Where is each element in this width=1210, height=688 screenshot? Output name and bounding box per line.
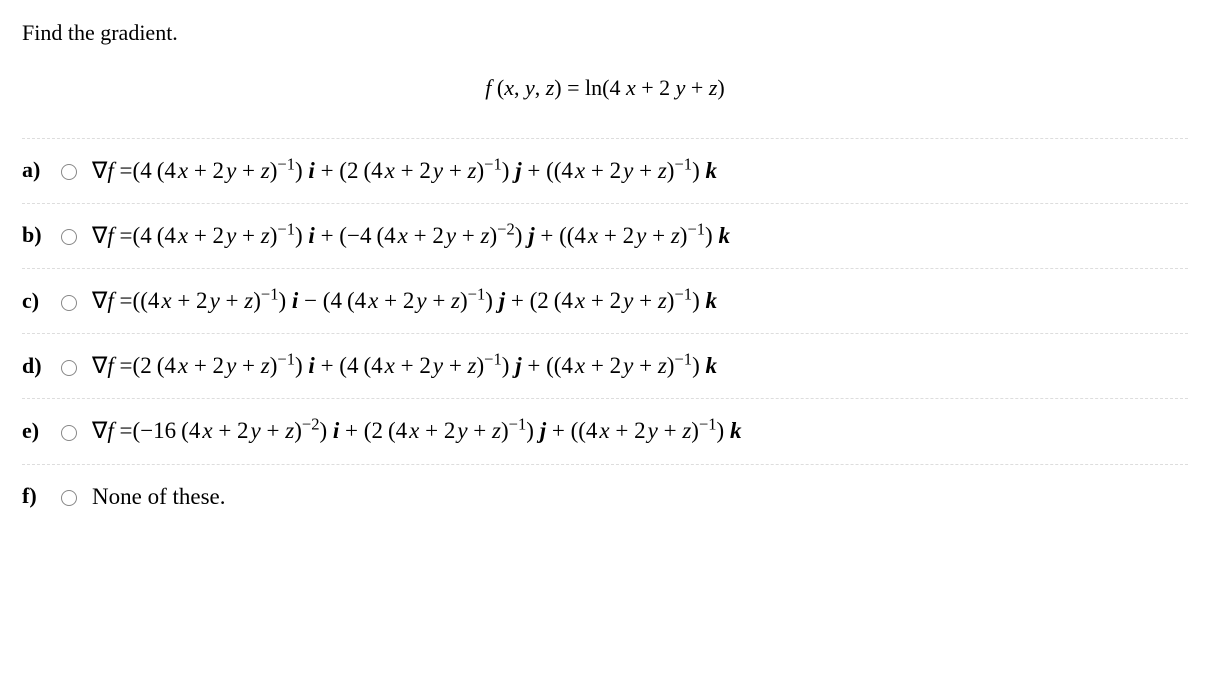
choice-radio-c[interactable] bbox=[61, 295, 77, 311]
choice-f: f) None of these. bbox=[22, 465, 1188, 529]
choice-formula-d: ∇f =(2(4x + 2y + z)−1) i + (4(4x + 2y + … bbox=[92, 350, 717, 382]
choice-radio-b[interactable] bbox=[61, 229, 77, 245]
choice-formula-a: ∇f =(4(4x + 2y + z)−1) i + (2(4x + 2y + … bbox=[92, 155, 717, 187]
question-page: Find the gradient. f (x, y, z) = ln(4 x … bbox=[0, 0, 1210, 688]
choice-b: b) ∇f =(4(4x + 2y + z)−1) i + (−4(4x + 2… bbox=[22, 204, 1188, 269]
choice-radio-d[interactable] bbox=[61, 360, 77, 376]
choice-letter-c: c) bbox=[22, 286, 44, 317]
choice-letter-d: d) bbox=[22, 351, 44, 382]
choice-c: c) ∇f =((4x + 2y + z)−1) i − (4(4x + 2y … bbox=[22, 269, 1188, 334]
choice-letter-f: f) bbox=[22, 481, 44, 512]
choice-formula-f: None of these. bbox=[92, 481, 226, 513]
choice-formula-b: ∇f =(4(4x + 2y + z)−1) i + (−4(4x + 2y +… bbox=[92, 220, 730, 252]
choice-a: a) ∇f =(4(4x + 2y + z)−1) i + (2(4x + 2y… bbox=[22, 139, 1188, 204]
choice-letter-b: b) bbox=[22, 220, 44, 251]
choices-list: a) ∇f =(4(4x + 2y + z)−1) i + (2(4x + 2y… bbox=[22, 138, 1188, 529]
question-equation: f (x, y, z) = ln(4 x + 2 y + z) bbox=[22, 73, 1188, 104]
choice-e: e) ∇f =(−16(4x + 2y + z)−2) i + (2(4x + … bbox=[22, 399, 1188, 464]
choice-radio-f[interactable] bbox=[61, 490, 77, 506]
choice-formula-c: ∇f =((4x + 2y + z)−1) i − (4(4x + 2y + z… bbox=[92, 285, 717, 317]
choice-d: d) ∇f =(2(4x + 2y + z)−1) i + (4(4x + 2y… bbox=[22, 334, 1188, 399]
question-prompt: Find the gradient. bbox=[22, 18, 1188, 49]
choice-radio-a[interactable] bbox=[61, 164, 77, 180]
choice-letter-e: e) bbox=[22, 416, 44, 447]
choice-letter-a: a) bbox=[22, 155, 44, 186]
choice-radio-e[interactable] bbox=[61, 425, 77, 441]
choice-formula-e: ∇f =(−16(4x + 2y + z)−2) i + (2(4x + 2y … bbox=[92, 415, 741, 447]
